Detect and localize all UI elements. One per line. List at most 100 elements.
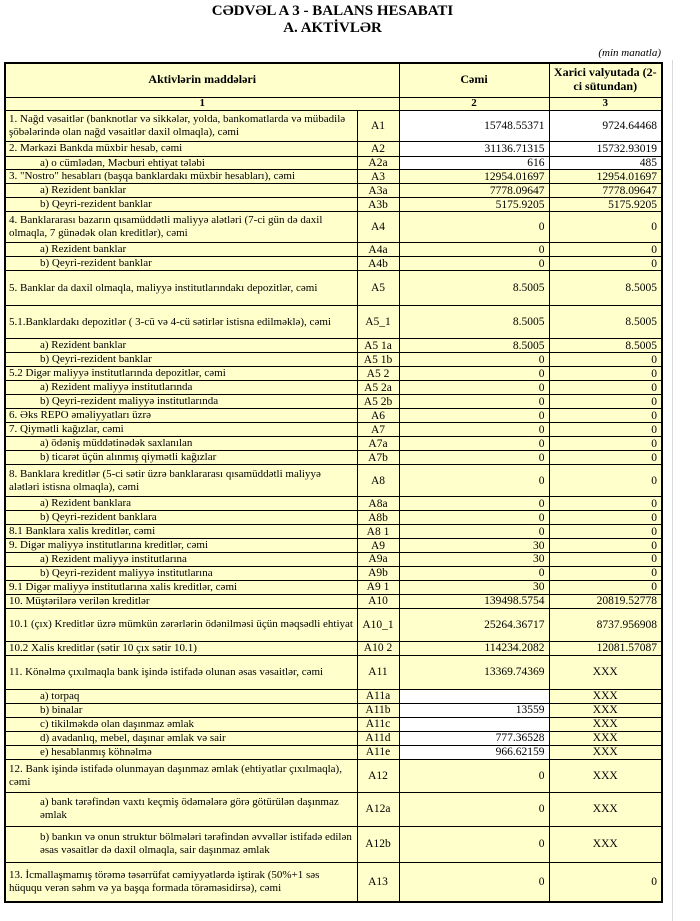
row-label: 7. Qiymətli kağızlar, cəmi [4,422,358,438]
row-label: b) binalar [4,702,358,718]
row-value-foreign: 0 [548,538,663,553]
row-value-total: 0 [398,242,550,258]
table-row: a) Rezident maliyyə institutlarına A9a 30 0 [4,552,663,567]
row-code: A5 [356,270,400,307]
row-value-total: 13369.74369 [398,654,550,690]
table-row: 4. Banklararası bazarın qısamüddətli mal… [4,211,663,244]
table-row: 5.1.Banklardakı depozitlər ( 3-cü və 4-c… [4,305,663,340]
row-code: A8 [356,464,400,498]
table-row: 2. Mərkəzi Bankda müxbir hesab, cəmi A2 31… [4,140,663,157]
table-row: b) Qeyri-rezident banklar A4b 0 0 [4,256,663,272]
table-row: b) Qeyri-rezident banklara A8b 0 0 [4,510,663,526]
row-code: A11a [356,688,400,704]
report-title-line2: A. AKTİVLƏR [283,20,382,36]
row-code: A6 [356,408,400,424]
balance-table-body: Aktivlərin maddələri Cəmi Xarici valyuta… [4,62,663,903]
column-number-2: 2 [398,96,550,111]
row-value-total: 0 [398,496,550,512]
row-label: d) avadanlıq, mebel, daşınar əmlak və sa… [4,730,358,746]
row-code: A12 [356,758,400,793]
row-value-foreign: 12954.01697 [548,169,663,185]
row-label: a) bank tərəfindən vaxtı keçmiş ödəmələr… [4,791,358,827]
table-row: 9.1 Digər maliyyə institutlarına xalis k… [4,579,663,595]
row-label: 1. Nağd vəsaitlər (banknotlar və sikkələ… [4,109,358,142]
row-value-total: 0 [398,524,550,539]
table-row: d) avadanlıq, mebel, daşınar əmlak və sa… [4,730,663,746]
row-value-foreign: XXX [548,716,663,732]
row-label: b) bankın və onun struktur bölmələri tər… [4,825,358,863]
row-value-total: 966.62159 [398,744,550,760]
row-value-total: 0 [398,861,550,903]
row-value-foreign: 0 [548,450,663,466]
row-code: A7a [356,436,400,452]
row-value-total: 8.5005 [398,338,550,354]
row-code: A7 [356,422,400,438]
table-row: 13. İcmallaşmamış törəmə təsərrüfat cəmi… [4,861,663,903]
column-number-3: 3 [548,96,663,111]
table-row: 10.1 (çıx) Kreditlər üzrə mümkün zərərlə… [4,607,663,642]
row-value-foreign: XXX [548,730,663,746]
row-label: 4. Banklararası bazarın qısamüddətli mal… [4,211,358,244]
row-value-foreign: 485 [548,155,663,171]
row-code: A2a [356,155,400,171]
row-code: A5 2b [356,394,400,410]
table-row: c) tikilməkdə olan daşınmaz əmlak A11c XXX [4,716,663,732]
row-value-foreign: 0 [548,579,663,595]
report-title: CƏDVƏL A 3 - BALANS HESABATI A. AKTİVLƏR [0,3,665,37]
row-code: A11c [356,716,400,732]
row-code: A3a [356,183,400,199]
row-value-total: 0 [398,450,550,466]
row-value-total: 12954.01697 [398,169,550,185]
row-value-total: 30 [398,538,550,553]
table-row: b) Qeyri-rezident maliyyə institutlarınd… [4,394,663,410]
table-row: a) torpaq A11a XXX [4,688,663,704]
row-value-foreign: 15732.93019 [548,140,663,157]
row-value-total: 0 [398,422,550,438]
report-title-line1: CƏDVƏL A 3 - BALANS HESABATI [211,3,454,19]
row-value-foreign: XXX [548,688,663,704]
row-value-foreign: 8.5005 [548,305,663,340]
table-row: a) Rezident banklar A4a 0 0 [4,242,663,258]
row-value-total: 0 [398,791,550,827]
row-label: 10.1 (çıx) Kreditlər üzrə mümkün zərərlə… [4,607,358,642]
balance-table: Aktivlərin maddələri Cəmi Xarici valyuta… [4,62,663,904]
row-value-total [398,716,550,732]
row-code: A8 1 [356,524,400,539]
row-code: A3b [356,197,400,213]
row-value-total: 7778.09647 [398,183,550,199]
row-code: A8b [356,510,400,526]
col-header-items: Aktivlərin maddələri [4,62,400,98]
table-row: 8. Banklara kreditlər (5-ci sətir üzrə b… [4,464,663,498]
row-value-foreign: 20819.52778 [548,593,663,609]
row-value-total: 139498.5754 [398,593,550,609]
row-label: b) Qeyri-rezident maliyyə institutlarınd… [4,394,358,410]
table-row: 10. Müştərilərə verilən kreditlər A10 1394… [4,593,663,609]
row-value-foreign: 0 [548,211,663,244]
row-label: b) Qeyri-rezident maliyyə institutlarına [4,565,358,581]
row-label: a) Rezident banklar [4,183,358,199]
table-row: a) Rezident banklar A5 1a 8.5005 8.5005 [4,338,663,354]
row-code: A10_1 [356,607,400,642]
row-value-foreign: 8.5005 [548,338,663,354]
table-row: a) ödəniş müddətinədək saxlanılan A7a 0 0 [4,436,663,452]
table-row: 5. Banklar da daxil olmaqla, maliyyə ins… [4,270,663,307]
table-row: 6. Əks REPO əməliyyatları üzrə A6 0 0 [4,408,663,424]
row-label: a) Rezident banklara [4,496,358,512]
row-value-foreign: 0 [548,565,663,581]
row-value-foreign: 0 [548,422,663,438]
table-row: 11. Könəlmə çıxılmaqla bank işində istif… [4,654,663,690]
row-value-total: 15748.55371 [398,109,550,142]
row-value-foreign: 0 [548,510,663,526]
row-value-foreign: XXX [548,825,663,863]
row-value-total: 0 [398,394,550,410]
row-value-foreign: 0 [548,408,663,424]
row-code: A5 1b [356,352,400,368]
row-label: a) Rezident maliyyə institutlarında [4,380,358,396]
row-value-foreign: 0 [548,366,663,382]
col-header-foreign: Xarici valyutada (2-ci sütundan) [548,62,663,98]
row-code: A9b [356,565,400,581]
row-label: 9. Digər maliyyə institutlarına kreditlə… [4,538,358,553]
row-value-total: 0 [398,565,550,581]
row-code: A3 [356,169,400,185]
